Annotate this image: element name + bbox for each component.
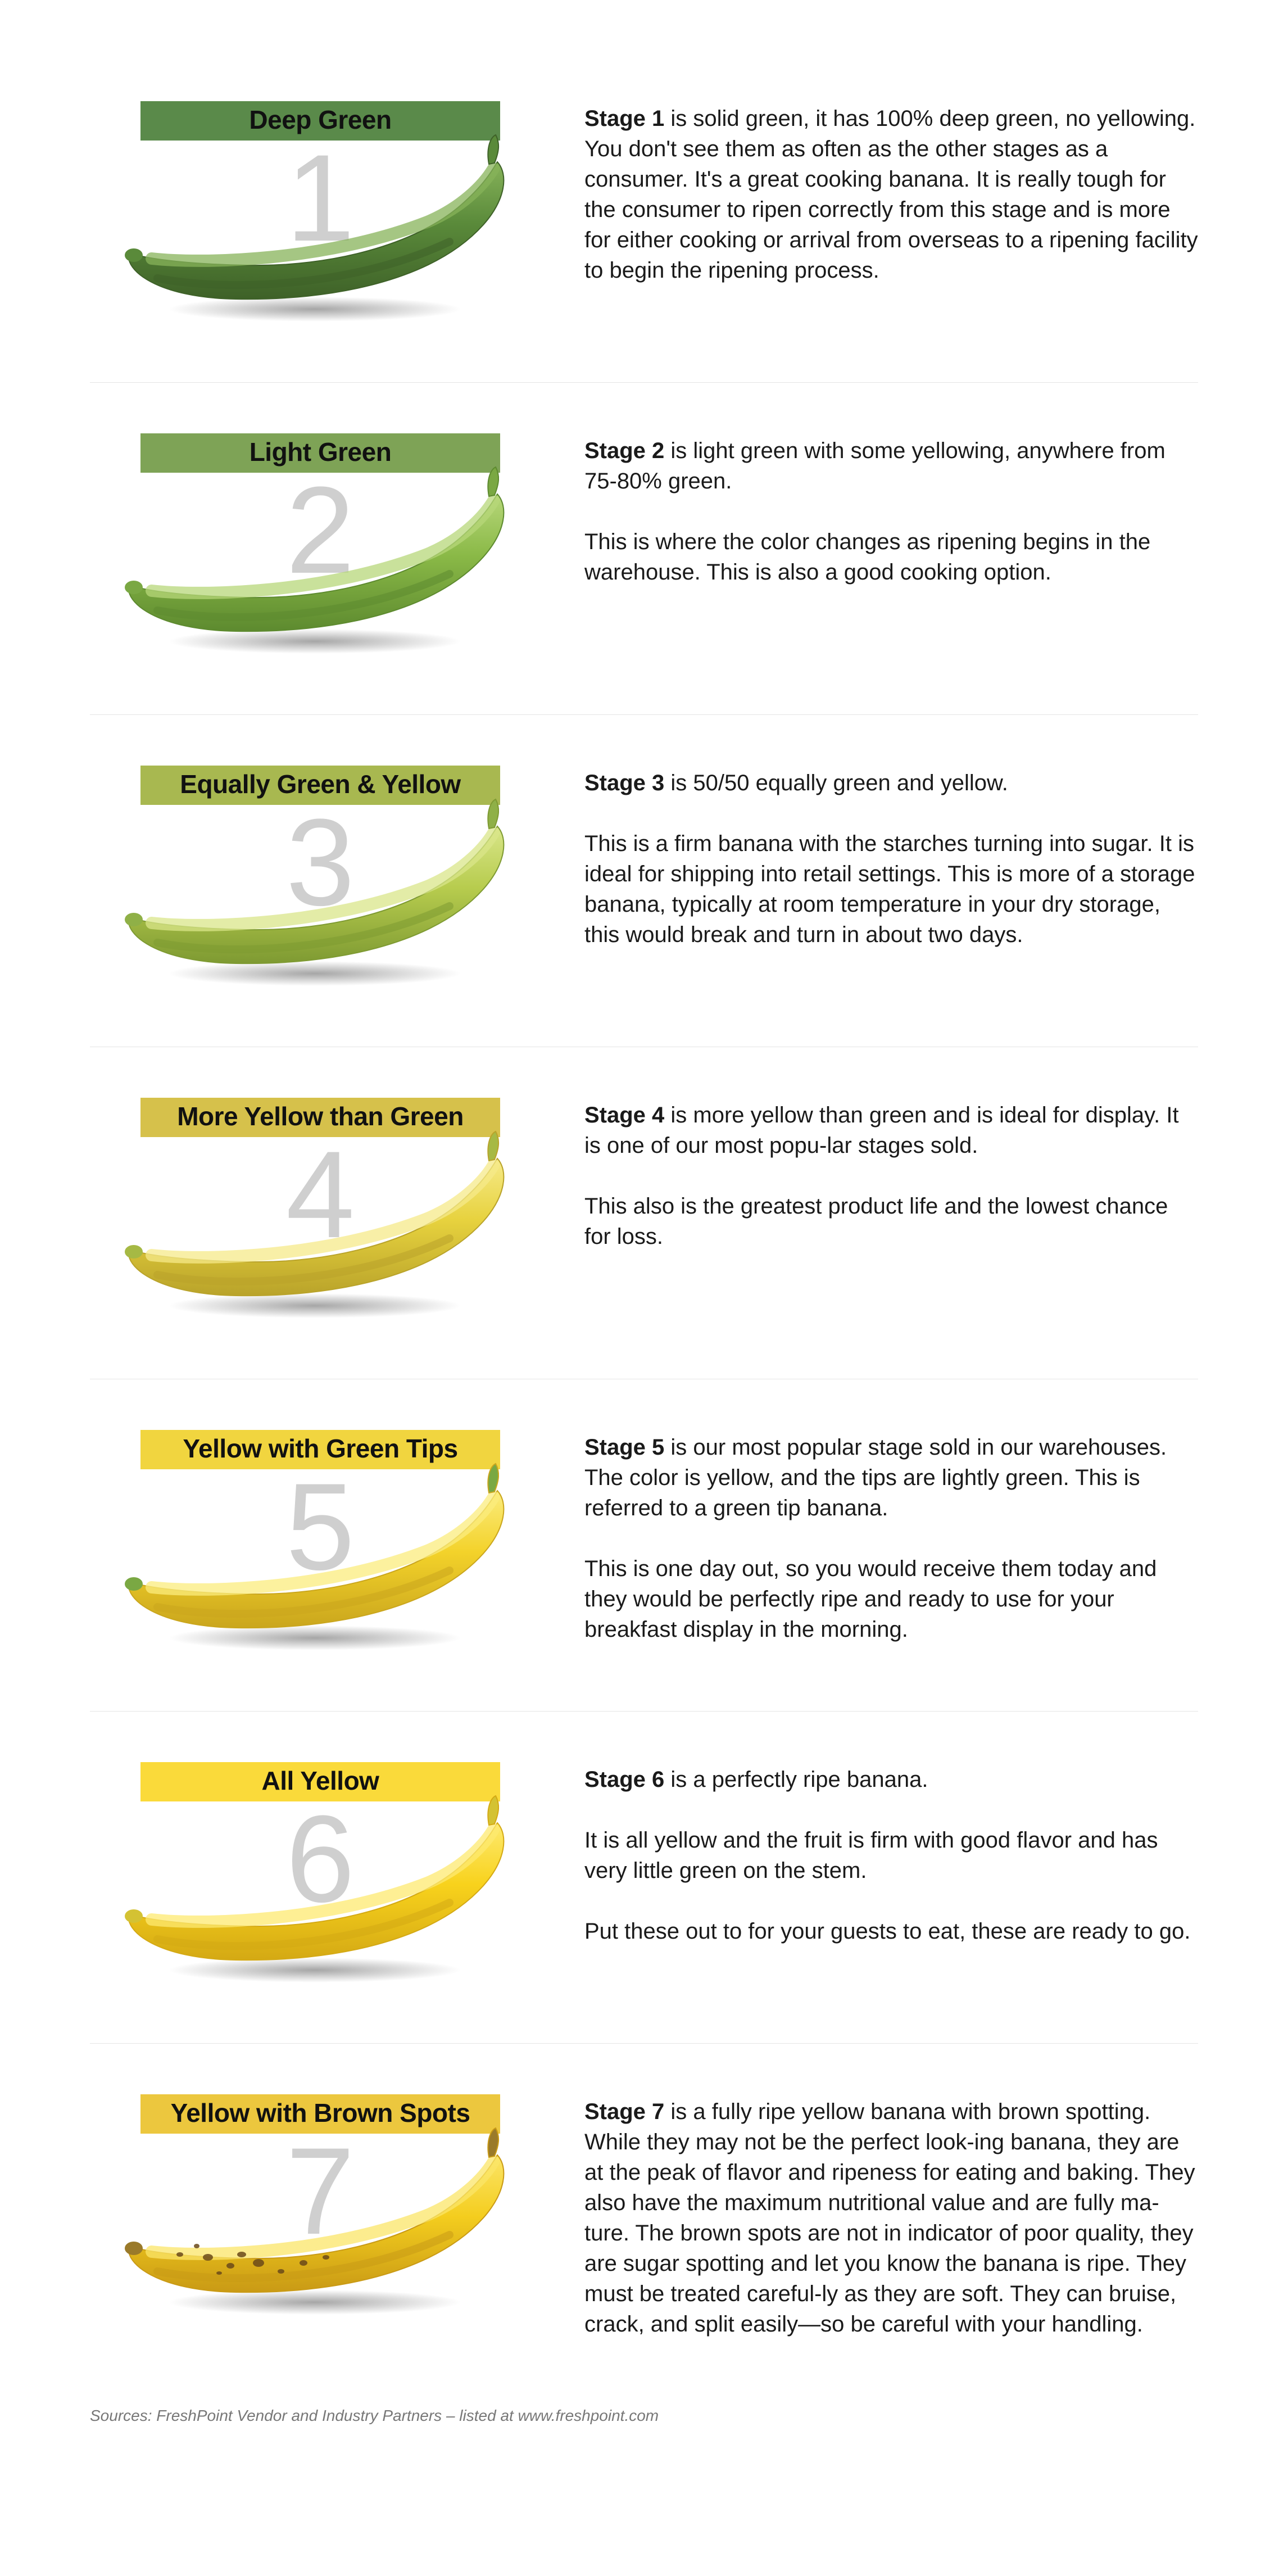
stage-visual: Yellow with Brown Spots 7 <box>90 2094 551 2339</box>
stage-description: Stage 3 is 50/50 equally green and yello… <box>584 768 1198 950</box>
stage-description-col: Stage 2 is light green with some yellowi… <box>584 433 1198 664</box>
stage-row-1: Deep Green 1 Stag <box>90 101 1198 383</box>
stage-visual: More Yellow than Green 4 <box>90 1098 551 1328</box>
stage-visual: Equally Green & Yellow 3 <box>90 766 551 996</box>
stage-description-col: Stage 6 is a perfectly ripe banana. It i… <box>584 1762 1198 1993</box>
stage-description: Stage 7 is a fully ripe yellow banana wi… <box>584 2097 1198 2339</box>
stage-description: Stage 1 is solid green, it has 100% deep… <box>584 103 1198 286</box>
stage-visual: Light Green 2 <box>90 433 551 664</box>
banana-icon <box>90 450 551 664</box>
banana-icon <box>90 2111 551 2325</box>
banana-icon <box>90 1779 551 1993</box>
stage-description-col: Stage 4 is more yellow than green and is… <box>584 1098 1198 1328</box>
stage-description: Stage 5 is our most popular stage sold i… <box>584 1432 1198 1645</box>
stage-visual: Deep Green 1 <box>90 101 551 332</box>
stage-visual: Yellow with Green Tips 5 <box>90 1430 551 1660</box>
banana-icon <box>90 1115 551 1328</box>
stage-description: Stage 2 is light green with some yellowi… <box>584 436 1198 587</box>
stage-row-5: Yellow with Green Tips 5 <box>90 1430 1198 1712</box>
banana-icon <box>90 118 551 332</box>
sources-text: Sources: FreshPoint Vendor and Industry … <box>90 2401 1198 2425</box>
banana-icon <box>90 1447 551 1660</box>
stage-description-col: Stage 3 is 50/50 equally green and yello… <box>584 766 1198 996</box>
stage-row-3: Equally Green & Yellow 3 <box>90 766 1198 1047</box>
banana-icon <box>90 782 551 996</box>
stage-row-6: All Yellow 6 Stag <box>90 1762 1198 2044</box>
stage-visual: All Yellow 6 <box>90 1762 551 1993</box>
stage-description-col: Stage 1 is solid green, it has 100% deep… <box>584 101 1198 332</box>
stage-row-4: More Yellow than Green 4 <box>90 1098 1198 1379</box>
stage-description-col: Stage 5 is our most popular stage sold i… <box>584 1430 1198 1660</box>
stage-description: Stage 6 is a perfectly ripe banana. It i… <box>584 1764 1198 1946</box>
stage-row-7: Yellow with Brown Spots 7 <box>90 2094 1198 2390</box>
stage-row-2: Light Green 2 Sta <box>90 433 1198 715</box>
stage-description-col: Stage 7 is a fully ripe yellow banana wi… <box>584 2094 1198 2339</box>
stage-description: Stage 4 is more yellow than green and is… <box>584 1100 1198 1252</box>
